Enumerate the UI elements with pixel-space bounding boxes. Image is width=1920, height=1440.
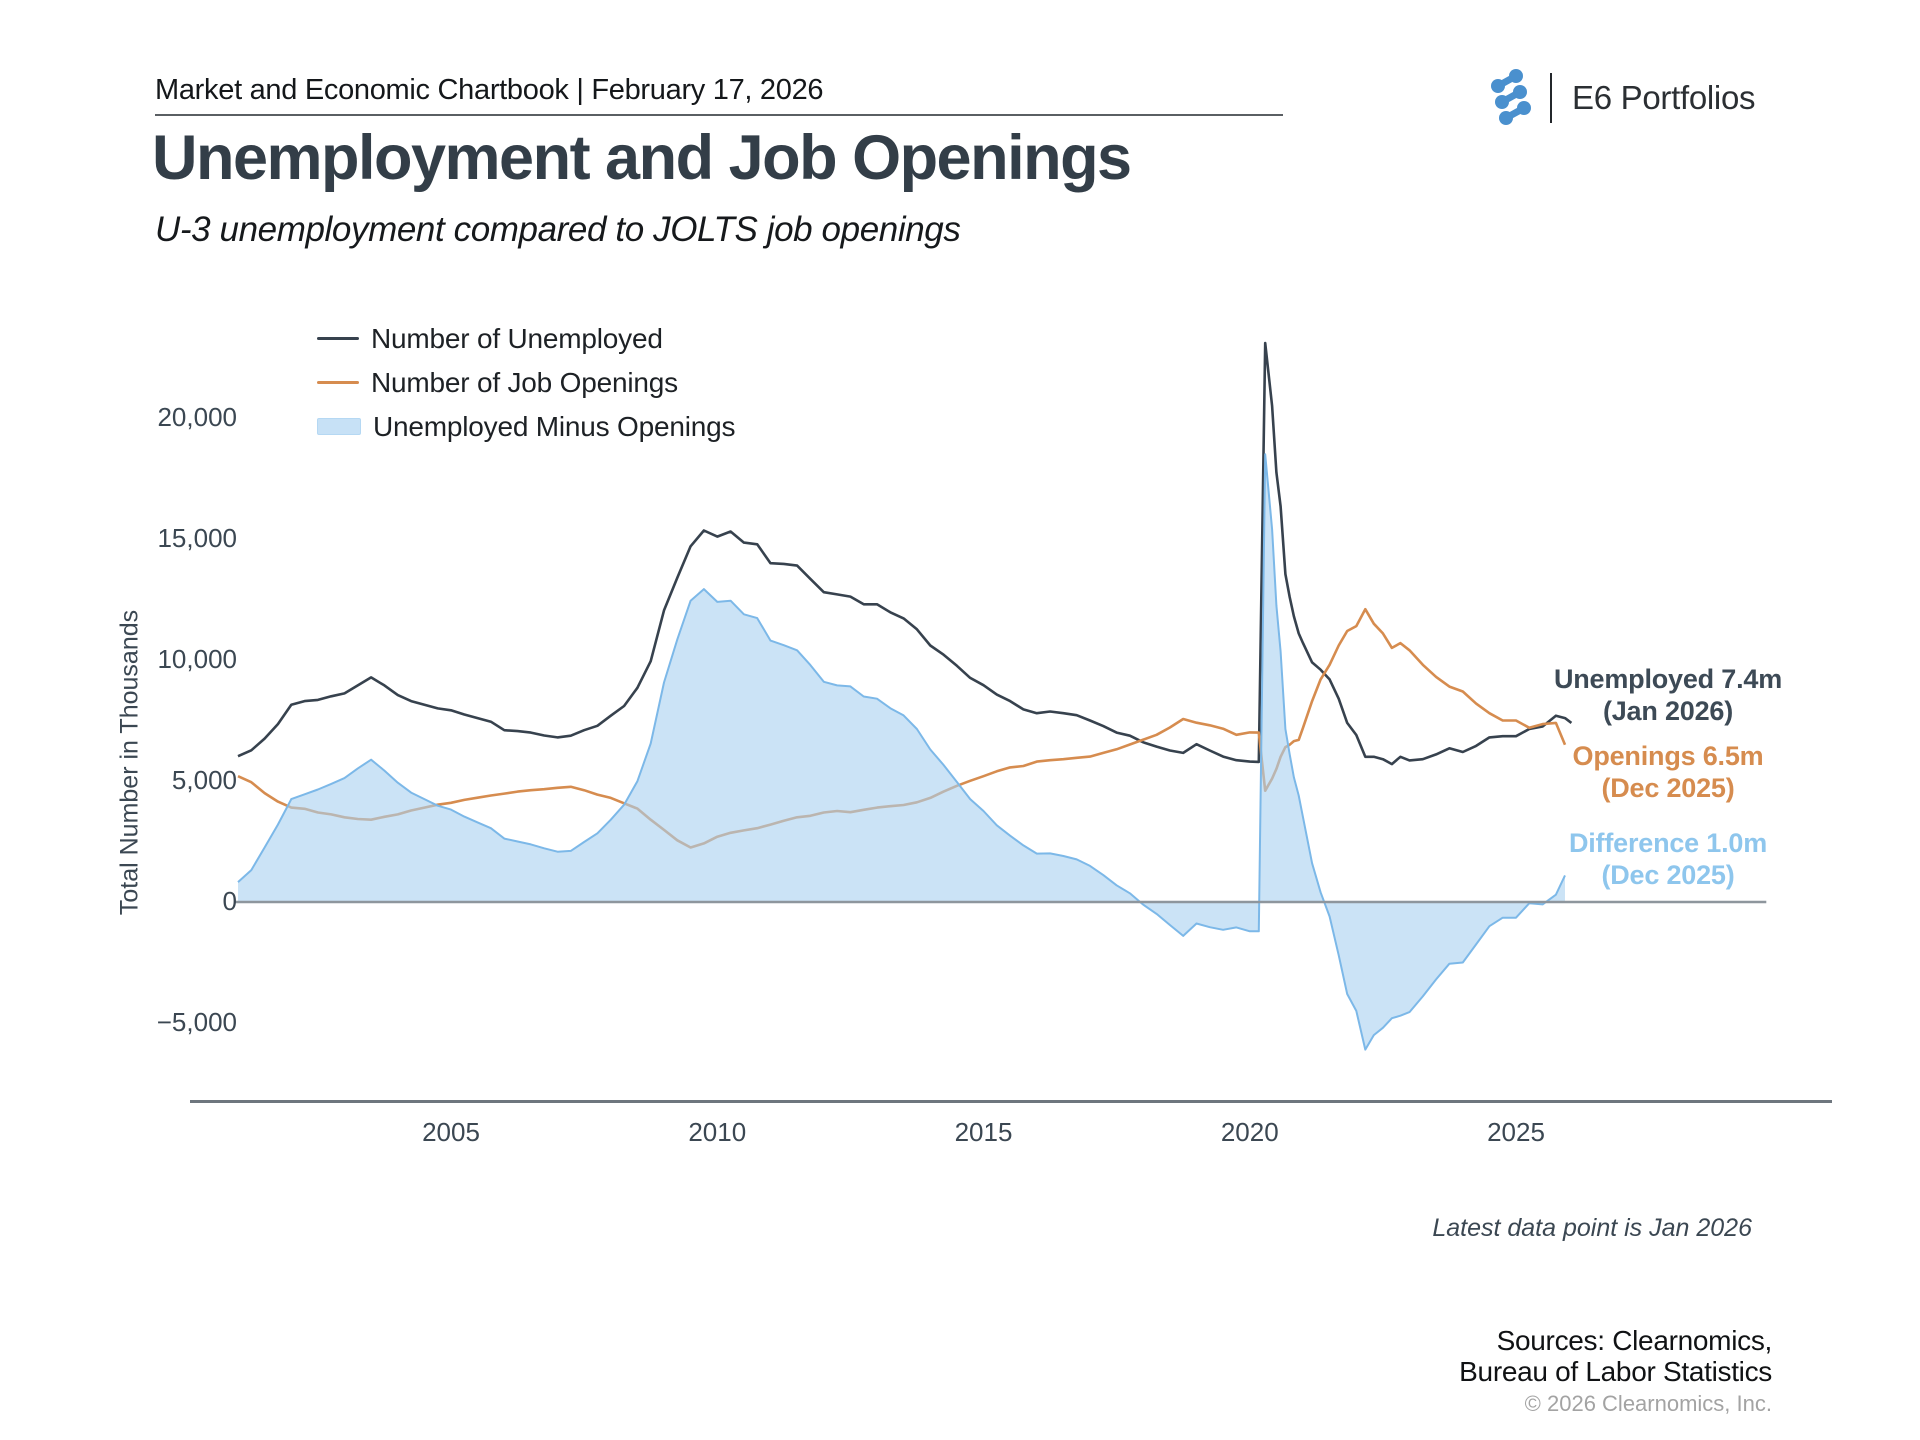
annotation-unemployed-latest: Unemployed 7.4m (Jan 2026) <box>1503 663 1833 727</box>
sources-footer: Sources: Clearnomics, Bureau of Labor St… <box>1459 1325 1772 1417</box>
x-tick-label: 2005 <box>422 1117 480 1147</box>
x-axis-spine <box>190 1100 1832 1103</box>
y-tick-label: 20,000 <box>157 402 237 432</box>
x-tick-label: 2020 <box>1220 1117 1279 1147</box>
y-tick-label: 15,000 <box>157 523 237 553</box>
sources-line-1: Sources: Clearnomics, <box>1496 1325 1773 1356</box>
linked-dots-logo-icon <box>1478 66 1536 131</box>
legend-item-unemployed: Number of Unemployed <box>317 322 735 354</box>
y-tick-label: 0 <box>222 886 237 916</box>
legend-label-unemployed: Number of Unemployed <box>371 322 663 354</box>
page-title: Unemployment and Job Openings <box>152 123 1132 193</box>
annotation-difference-value: Difference 1.0m <box>1568 828 1768 858</box>
sources-line-2: Bureau of Labor Statistics <box>1459 1356 1772 1387</box>
legend-label-difference: Unemployed Minus Openings <box>373 410 736 442</box>
y-tick-label: 10,000 <box>157 644 237 674</box>
page-subtitle: U-3 unemployment compared to JOLTS job o… <box>155 210 961 249</box>
unemployed-line-swatch <box>317 336 359 341</box>
latest-data-footnote: Latest data point is Jan 2026 <box>1432 1214 1752 1242</box>
report-header: Market and Economic Chartbook | February… <box>155 74 824 106</box>
legend-label-openings: Number of Job Openings <box>371 366 678 398</box>
x-tick-label: 2010 <box>688 1117 747 1147</box>
annotation-unemployed-value: Unemployed 7.4m <box>1553 664 1783 694</box>
annotation-difference-latest: Difference 1.0m (Dec 2025) <box>1503 827 1833 891</box>
e6-portfolios-logo: E6 Portfolios <box>1478 66 1778 130</box>
annotation-difference-date: (Dec 2025) <box>1601 860 1735 890</box>
copyright-text: © 2026 Clearnomics, Inc. <box>1524 1391 1772 1416</box>
chart-legend: Number of Unemployed Number of Job Openi… <box>317 322 736 442</box>
annotation-openings-value: Openings 6.5m <box>1572 741 1764 771</box>
annotation-openings-date: (Dec 2025) <box>1601 773 1735 803</box>
logo-text: E6 Portfolios <box>1572 79 1756 116</box>
annotation-unemployed-date: (Jan 2026) <box>1602 696 1734 726</box>
legend-item-openings: Number of Job Openings <box>317 366 735 398</box>
y-tick-label: −5,000 <box>156 1007 237 1037</box>
header-divider <box>155 114 1283 116</box>
x-tick-label: 2025 <box>1487 1117 1545 1147</box>
y-tick-label: 5,000 <box>171 765 237 795</box>
legend-item-difference: Unemployed Minus Openings <box>317 410 736 442</box>
difference-area-swatch <box>317 418 361 435</box>
logo-divider <box>1550 73 1552 123</box>
annotation-openings-latest: Openings 6.5m (Dec 2025) <box>1503 740 1833 804</box>
x-tick-label: 2015 <box>954 1117 1013 1147</box>
openings-line-swatch <box>317 380 359 385</box>
